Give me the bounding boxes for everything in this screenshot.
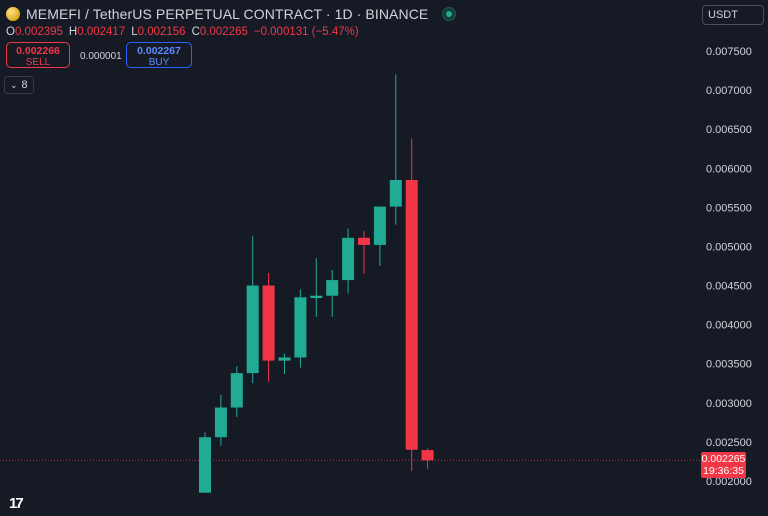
y-tick-label: 0.004500 xyxy=(706,281,752,293)
candle-body xyxy=(389,180,402,207)
y-tick-label: 0.003500 xyxy=(706,359,752,371)
last-price-tag: 0.002265 19:36:35 xyxy=(701,452,746,478)
candle-body xyxy=(199,437,211,493)
y-tick-label: 0.003000 xyxy=(706,398,752,410)
sell-button[interactable]: 0.002266 SELL xyxy=(6,42,70,68)
currency-select[interactable]: USDT xyxy=(702,5,764,25)
y-tick-label: 0.006500 xyxy=(706,124,752,136)
low-value: 0.002156 xyxy=(137,26,186,38)
y-tick-label: 0.007000 xyxy=(706,85,752,97)
candle-body xyxy=(262,285,275,361)
tradingview-logo[interactable]: 17 xyxy=(9,495,24,512)
change-value: −0.000131 (−5.47%) xyxy=(253,26,359,38)
candle-body xyxy=(373,206,386,245)
candle-body xyxy=(421,450,434,461)
coin-logo-icon xyxy=(6,7,20,21)
candle-body xyxy=(358,237,370,245)
bar-countdown: 19:36:35 xyxy=(703,465,744,477)
y-tick-label: 0.005000 xyxy=(706,241,752,253)
candle-body xyxy=(230,373,243,408)
y-tick-label: 0.004000 xyxy=(706,320,752,332)
close-value: 0.002265 xyxy=(199,26,248,38)
candle-body xyxy=(342,237,355,281)
low-label: L xyxy=(131,26,138,38)
symbol-title[interactable]: MEMEFI / TetherUS PERPETUAL CONTRACT · 1… xyxy=(26,6,429,22)
y-tick-label: 0.002000 xyxy=(706,476,752,488)
ohlc-legend: O0.002395 H0.002417 L0.002156 C0.002265 … xyxy=(6,26,359,38)
y-tick-label: 0.002500 xyxy=(706,437,752,449)
y-tick-label: 0.006000 xyxy=(706,163,752,175)
spread-value: 0.000001 xyxy=(80,51,122,62)
sell-price: 0.002266 xyxy=(16,45,60,57)
open-value: 0.002395 xyxy=(14,26,63,38)
indicators-count: 8 xyxy=(21,79,28,91)
candle-body xyxy=(278,357,291,361)
open-label: O xyxy=(6,26,15,38)
chevron-down-icon: ⌄ xyxy=(10,79,18,90)
market-status-icon[interactable] xyxy=(442,7,457,21)
y-tick-label: 0.007500 xyxy=(706,46,752,58)
sell-label: SELL xyxy=(25,57,51,68)
close-label: C xyxy=(191,26,200,38)
candle-body xyxy=(326,280,339,296)
candle-body xyxy=(405,180,418,450)
y-tick-label: 0.005500 xyxy=(706,202,752,214)
high-label: H xyxy=(68,26,78,38)
buy-price: 0.002267 xyxy=(137,45,181,57)
candle-body xyxy=(214,407,227,438)
candle-body xyxy=(294,297,307,358)
chart-header: MEMEFI / TetherUS PERPETUAL CONTRACT · 1… xyxy=(6,5,457,23)
candle-body xyxy=(310,295,323,299)
buy-label: BUY xyxy=(148,57,170,68)
indicators-toggle[interactable]: ⌄ 8 xyxy=(4,76,34,94)
last-price-value: 0.002265 xyxy=(701,453,746,465)
high-value: 0.002417 xyxy=(77,26,126,38)
buy-button[interactable]: 0.002267 BUY xyxy=(126,42,192,68)
candle-body xyxy=(246,285,259,374)
